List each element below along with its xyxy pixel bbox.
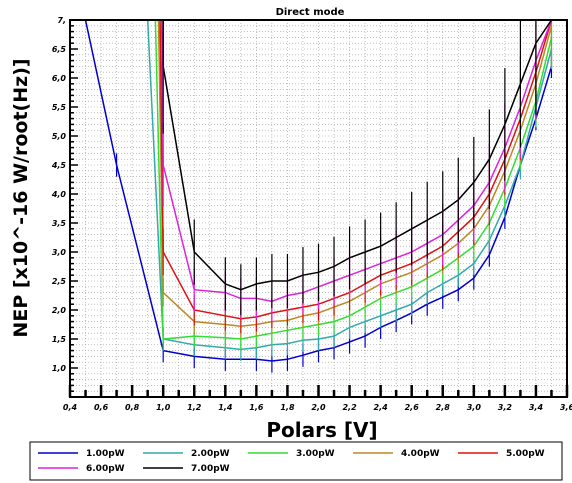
x-tick-label: 1,2: [187, 403, 202, 412]
x-tick-labels: 0,4 0,6 0,8 1,0 1,2 1,4 1,6 1,8 2,0 2,2 2,4 2,6 2,8 3…: [63, 403, 572, 412]
legend-label: 2.00pW: [191, 449, 230, 459]
y-axis-label: NEP [x10^-16 W/root(Hz)]: [10, 58, 32, 337]
axis-ticks: [68, 19, 569, 398]
y-tick-label: 5,0: [52, 132, 67, 141]
y-tick-label: 3,0: [52, 248, 67, 257]
y-tick-label: 6,5: [52, 45, 67, 54]
x-tick-label: 3,6: [560, 403, 572, 412]
x-tick-label: 2,4: [374, 403, 389, 412]
legend-label: 6.00pW: [86, 464, 125, 474]
y-tick-label: 2,5: [52, 277, 67, 286]
x-tick-label: 3,2: [498, 403, 513, 412]
x-tick-label: 1,8: [280, 403, 295, 412]
legend-box: [29, 441, 563, 481]
x-tick-label: 1,0: [156, 403, 171, 412]
y-tick-label: 1,5: [52, 335, 67, 344]
y-tick-label: 4,5: [51, 161, 67, 170]
x-tick-label: 0,8: [125, 403, 140, 412]
x-tick-label: 2,8: [436, 403, 451, 412]
legend-label: 4.00pW: [401, 449, 440, 459]
y-tick-label: 3,5: [52, 219, 67, 228]
y-tick-label: 2,0: [52, 306, 67, 315]
y-tick-label: 4,0: [51, 190, 67, 199]
x-tick-label: 3,4: [529, 403, 544, 412]
y-tick-label: 5,5: [52, 103, 67, 112]
x-axis-label: Polars [V]: [266, 418, 377, 442]
x-tick-label: 2,6: [405, 403, 420, 412]
x-tick-label: 1,6: [249, 403, 264, 412]
chart-title: Direct mode: [276, 7, 345, 18]
legend-label: 3.00pW: [296, 449, 335, 459]
y-tick-label: 7,: [57, 16, 66, 25]
x-tick-label: 2,0: [311, 403, 326, 412]
x-tick-label: 1,4: [218, 403, 233, 412]
y-tick-label: 1,0: [52, 364, 67, 373]
grid-lines: [69, 19, 568, 398]
x-tick-label: 2,2: [342, 403, 357, 412]
series-layer: [84, 20, 553, 373]
x-tick-label: 3,0: [467, 403, 482, 412]
legend-label: 5.00pW: [506, 449, 545, 459]
x-tick-label: 0,6: [94, 403, 109, 412]
legend-label: 1.00pW: [86, 449, 125, 459]
x-tick-label: 0,4: [63, 403, 78, 412]
legend: 1.00pW 2.00pW 3.00pW 4.00pW 5.00pW 6.00pW 7.00…: [38, 449, 545, 474]
y-tick-label: 6,0: [52, 74, 67, 83]
y-tick-labels: 1,0 1,5 2,0 2,5 3,0 3,5 4,0 4,5 5,0 5,5 6,0 6,5 7,: [51, 16, 67, 373]
series-7.00pW: [162, 20, 553, 316]
legend-label: 7.00pW: [191, 464, 230, 474]
series-clip-group: [84, 20, 553, 373]
